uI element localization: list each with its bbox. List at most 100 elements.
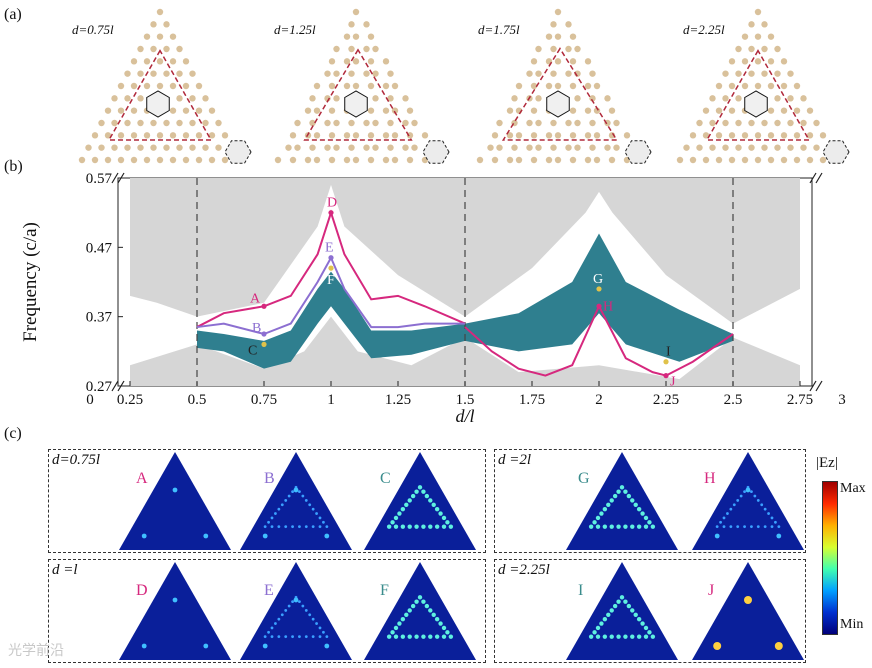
mode-letter-a: A (136, 470, 148, 487)
rod (137, 95, 144, 102)
rod (774, 45, 781, 53)
field-spot (274, 622, 277, 625)
field-spot (410, 493, 416, 499)
rod (754, 82, 762, 90)
rod (215, 119, 222, 127)
rod (584, 156, 592, 164)
rod (176, 70, 183, 77)
field-spot (623, 599, 628, 604)
field-spot (291, 600, 294, 604)
rod (328, 132, 336, 139)
rod (767, 82, 775, 90)
rod (767, 132, 775, 139)
field-corner-spot (713, 642, 722, 650)
field-spot (756, 499, 760, 502)
field-spot (739, 494, 743, 498)
rod (526, 144, 533, 151)
rod (491, 132, 499, 139)
rod (511, 95, 518, 102)
rod (496, 144, 503, 151)
rod (309, 95, 316, 102)
point-label-g: G (593, 272, 603, 287)
rod (176, 144, 183, 151)
field-spot (756, 525, 760, 529)
rod (182, 132, 190, 139)
rod (800, 144, 807, 151)
rod (593, 107, 601, 114)
rod (530, 156, 538, 164)
field-spot (434, 634, 440, 639)
rod (387, 144, 394, 151)
field-spot (636, 524, 642, 529)
mode-letter-g: G (578, 470, 590, 487)
rod (309, 144, 316, 151)
rod (613, 119, 620, 127)
field-spot (434, 524, 440, 529)
field-spot (428, 498, 433, 503)
field-spot (390, 630, 395, 635)
field-spot (291, 490, 294, 494)
rod (696, 119, 703, 127)
rod (363, 21, 370, 28)
field-spot (318, 626, 322, 630)
rod (476, 156, 484, 164)
rod (793, 82, 801, 90)
field-spot (609, 634, 614, 639)
rod (143, 156, 151, 164)
rod (324, 144, 331, 151)
rod (554, 33, 562, 40)
rod (554, 132, 562, 139)
rod (328, 156, 336, 164)
x-tick-label-4: 1 (327, 392, 335, 408)
field-spot (322, 520, 325, 524)
rod (156, 132, 164, 139)
field-spot (270, 626, 274, 630)
rod (774, 144, 781, 151)
panel-a-label: (a) (4, 6, 22, 23)
field-corner-spot (745, 487, 751, 493)
rod (728, 82, 736, 90)
field-corner-spot (293, 487, 299, 493)
field-triangle (692, 562, 804, 660)
rod (406, 156, 414, 164)
rod (313, 107, 321, 114)
field-corner-spot (141, 643, 147, 649)
rod (104, 132, 112, 139)
y-tick-label-0: 0.57 (86, 171, 113, 187)
field-spot (441, 515, 447, 521)
field-spot (315, 512, 318, 515)
mode-letter-c: C (380, 470, 391, 487)
field-spot (643, 524, 649, 529)
rod (565, 21, 572, 28)
rod (774, 70, 781, 77)
field-spot (626, 603, 632, 609)
field-corner-spot (172, 597, 178, 603)
rod (195, 156, 203, 164)
rod (313, 156, 321, 164)
field-spot (595, 515, 601, 521)
field-spot (736, 525, 740, 529)
field-spot (414, 634, 419, 639)
rod (169, 58, 177, 65)
rod (402, 95, 409, 102)
rod (367, 58, 375, 65)
field-spot (770, 525, 774, 529)
field-corner-spot (774, 642, 783, 650)
rod (550, 70, 557, 77)
rod (569, 58, 577, 65)
field-spot (304, 635, 308, 639)
field-corner-spot (141, 533, 147, 539)
field-spot (448, 634, 454, 639)
field-spot (304, 499, 308, 502)
rod (506, 107, 514, 114)
rod (748, 119, 755, 127)
field-spot (743, 490, 746, 494)
structure-row (78, 8, 850, 164)
point-label-b: B (252, 321, 261, 336)
field-map-7 (692, 452, 804, 550)
point-label-f: F (327, 273, 335, 288)
mode-box-3-label: d =2l (498, 452, 532, 468)
field-spot (393, 634, 399, 639)
rod (735, 45, 742, 53)
field-spot (421, 489, 426, 494)
